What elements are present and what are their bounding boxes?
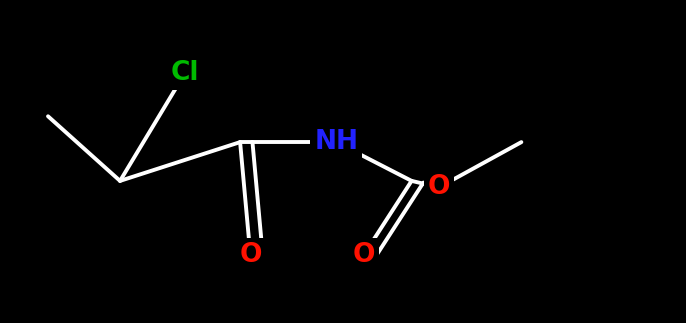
Text: O: O — [428, 174, 450, 200]
Text: Cl: Cl — [171, 60, 200, 86]
Text: O: O — [239, 242, 261, 268]
Text: O: O — [353, 242, 375, 268]
Text: NH: NH — [314, 129, 358, 155]
